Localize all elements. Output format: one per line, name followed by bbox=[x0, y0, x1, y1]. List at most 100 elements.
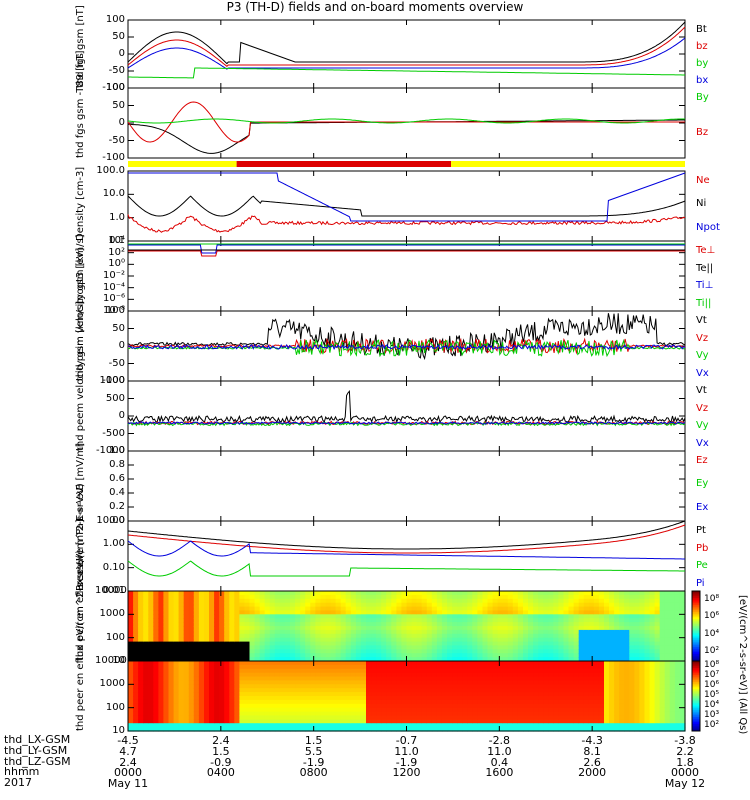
peer-spectrogram-cell bbox=[360, 699, 367, 705]
peir-spectrogram-cell bbox=[492, 629, 499, 635]
peer-spectrogram-cell bbox=[239, 664, 246, 670]
peir-spectrogram-cell bbox=[391, 622, 397, 627]
peir-spectrogram-cell bbox=[416, 633, 423, 639]
peer-spectrogram-cell bbox=[315, 711, 322, 717]
peir-spectrogram-cell bbox=[178, 594, 185, 600]
peer-spectrogram-cell bbox=[578, 719, 585, 724]
peir-spectrogram-cell bbox=[214, 641, 220, 647]
peer-spectrogram-cell bbox=[467, 680, 473, 685]
peir-spectrogram-cell bbox=[629, 657, 635, 662]
peer-spectrogram-cell bbox=[528, 676, 534, 682]
peir-spectrogram-cell bbox=[482, 641, 489, 647]
peir-spectrogram-cell bbox=[634, 645, 641, 650]
peer-spectrogram-ytick-label: 10000 bbox=[95, 655, 127, 666]
footer-label: thd_LX-GSM bbox=[4, 733, 71, 746]
peer-spectrogram-cell bbox=[421, 696, 428, 701]
peer-spectrogram-cell bbox=[381, 692, 387, 697]
peir-spectrogram-cell bbox=[274, 657, 281, 662]
peir-spectrogram-cell bbox=[639, 626, 646, 631]
peir-spectrogram-cell bbox=[416, 610, 423, 615]
peer-spectrogram-cell bbox=[138, 719, 144, 724]
peir-spectrogram-cell bbox=[679, 649, 686, 654]
peir-spectrogram-cell bbox=[300, 618, 306, 623]
peir-spectrogram-cell bbox=[669, 598, 676, 604]
peir-colorbar bbox=[692, 629, 700, 632]
peir-spectrogram-cell bbox=[523, 641, 529, 647]
peer-spectrogram-cell bbox=[441, 668, 448, 674]
peer-spectrogram-cell bbox=[335, 672, 342, 678]
peir-spectrogram-cell bbox=[133, 633, 139, 639]
peir-spectrogram-cell bbox=[598, 657, 605, 662]
peer-spectrogram-cell bbox=[401, 664, 408, 670]
peir-spectrogram-cell bbox=[649, 591, 656, 596]
peir-colorbar bbox=[692, 631, 700, 634]
peir-spectrogram-cell bbox=[679, 602, 686, 608]
peer-spectrogram-cell bbox=[371, 668, 377, 674]
peir-spectrogram-cell bbox=[441, 606, 448, 612]
peer-spectrogram-cell bbox=[310, 723, 316, 728]
peir-spectrogram-cell bbox=[619, 653, 625, 658]
peer-spectrogram-cell bbox=[553, 664, 559, 670]
peir-spectrogram-cell bbox=[163, 626, 170, 631]
peer-spectrogram-cell bbox=[249, 703, 256, 709]
peer-spectrogram-cell bbox=[254, 676, 261, 682]
peir-spectrogram-cell bbox=[269, 629, 276, 635]
peer-spectrogram-cell bbox=[487, 715, 494, 720]
peer-spectrogram-cell bbox=[523, 672, 529, 678]
peer-spectrogram-cell bbox=[467, 676, 473, 682]
peer-spectrogram-cell bbox=[583, 688, 590, 693]
peer-spectrogram-cell bbox=[290, 719, 296, 724]
peer-spectrogram-cell bbox=[664, 680, 671, 685]
peir-spectrogram-cell bbox=[300, 653, 306, 658]
peer-spectrogram-cell bbox=[239, 699, 246, 705]
peer-spectrogram-cell bbox=[457, 719, 463, 724]
peir-spectrogram-cell bbox=[330, 633, 337, 639]
peer-spectrogram-cell bbox=[639, 672, 646, 678]
peer-spectrogram-cell bbox=[563, 727, 570, 732]
peer-spectrogram-cell bbox=[285, 727, 291, 732]
peir-spectrogram-cell bbox=[229, 657, 235, 662]
footer-value: -4.5 bbox=[117, 734, 139, 747]
peer-spectrogram-cell bbox=[138, 692, 144, 697]
peir-spectrogram-cell bbox=[386, 591, 392, 596]
peir-spectrogram-cell bbox=[507, 614, 514, 619]
peer-spectrogram-cell bbox=[269, 699, 276, 705]
density-ne bbox=[127, 214, 686, 233]
peir-spectrogram-cell bbox=[644, 591, 651, 596]
peir-spectrogram-cell bbox=[416, 622, 423, 627]
peer-spectrogram-cell bbox=[431, 707, 438, 713]
peer-spectrogram-cell bbox=[634, 668, 641, 674]
peir-spectrogram-cell bbox=[659, 649, 666, 654]
peer-spectrogram-cell bbox=[619, 692, 625, 697]
pressure-legend-1: Pb bbox=[696, 542, 709, 554]
peer-spectrogram-cell bbox=[462, 727, 468, 732]
peer-spectrogram-cell bbox=[290, 684, 296, 689]
peir-spectrogram-cell bbox=[285, 591, 291, 596]
peer-spectrogram-cell bbox=[219, 672, 225, 678]
peer-spectrogram-cell bbox=[548, 684, 554, 689]
peer-spectrogram-cell bbox=[224, 664, 230, 670]
peir-spectrogram-cell bbox=[234, 657, 240, 662]
peer-spectrogram-cell bbox=[492, 676, 499, 682]
pressure-pe bbox=[127, 560, 685, 577]
peir-spectrogram-cell bbox=[315, 633, 322, 639]
peir-spectrogram-cell bbox=[614, 614, 620, 619]
peir-spectrogram-cell bbox=[285, 645, 291, 650]
peir-spectrogram-cell bbox=[153, 591, 159, 596]
peer-spectrogram-cell bbox=[553, 727, 559, 732]
peer-spectrogram-cell bbox=[452, 672, 458, 678]
peir-spectrogram-cell bbox=[345, 629, 352, 635]
peir-spectrogram-cell bbox=[153, 637, 159, 643]
peir-spectrogram-cell bbox=[360, 629, 367, 635]
peem-velocity-ytick-label: 500 bbox=[105, 392, 125, 404]
peer-spectrogram-cell bbox=[386, 692, 392, 697]
peir-spectrogram-cell bbox=[249, 641, 256, 647]
peir-spectrogram-cell bbox=[543, 637, 549, 643]
peer-spectrogram-cell bbox=[188, 696, 195, 701]
peir-spectrogram-cell bbox=[512, 641, 519, 647]
peer-spectrogram-cell bbox=[193, 684, 200, 689]
peer-spectrogram-cell bbox=[426, 696, 433, 701]
peer-spectrogram-cell bbox=[598, 699, 605, 705]
peer-spectrogram-cell bbox=[244, 707, 251, 713]
peer-spectrogram-cell bbox=[168, 676, 175, 682]
